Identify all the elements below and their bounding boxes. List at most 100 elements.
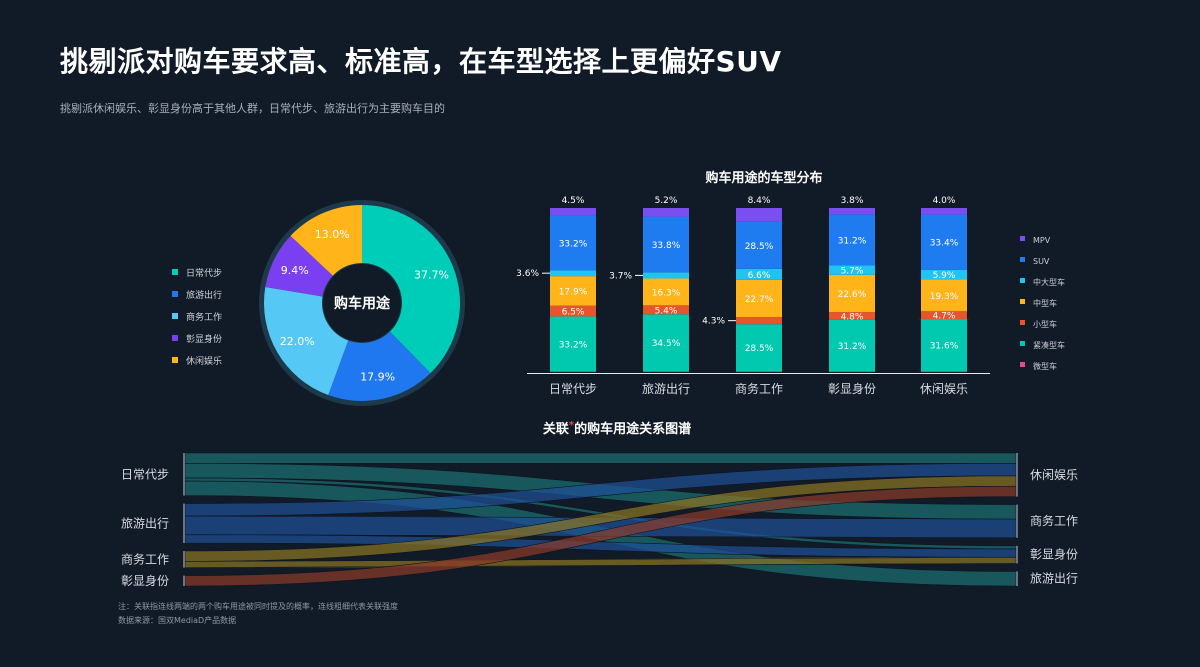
bar-value-label: 33.8% [652,241,681,251]
legend-label: 旅游出行 [186,289,222,301]
bar-value-label: 4.5% [562,196,585,206]
bar-value-label: 28.5% [745,344,774,354]
sankey-title: 关联*的购车用途关系图谱 [543,420,691,437]
page-title: 挑剔派对购车要求高、标准高，在车型选择上更偏好SUV [60,45,782,78]
bar-value-label: 22.7% [745,295,774,305]
sankey-node-left [183,575,185,586]
sankey-link [184,452,1017,464]
page-subtitle: 挑剔派休闲娱乐、彰显身份高于其他人群，日常代步、旅游出行为主要购车目的 [60,102,445,115]
legend-label: 中型车 [1033,298,1057,308]
legend-label: 中大型车 [1033,277,1065,287]
bar-value-label: 4.0% [933,196,956,206]
bar-segment [829,208,875,215]
bar-segment [736,317,782,325]
bar-segment [643,208,689,217]
bar-segment [829,265,875,275]
bar-segment [550,276,596,306]
sankey-node-right [1016,453,1018,497]
bar-segment [643,371,689,372]
bar-segment [736,279,782,318]
bar-value-label: 31.2% [838,236,867,246]
legend-swatch [1020,341,1025,346]
bar-value-label: 6.5% [562,308,585,318]
bar-segment [550,316,596,372]
bar-value-label: 5.7% [841,267,864,277]
sankey-left-label: 商务工作 [121,551,169,566]
x-tick-label: 日常代步 [549,382,597,396]
legend-swatch [1020,320,1025,325]
sankey-node-right [1016,545,1018,564]
bar-value-label: 8.4% [748,196,771,206]
slice-value-label: 17.9% [360,370,395,383]
bar-value-label: 6.6% [748,271,771,281]
footnotes: 注：关联指连线两端的两个购车用途被同时提及的概率，连线粗细代表关联强度 数据来源… [118,600,398,628]
x-tick-label: 彰显身份 [828,381,876,396]
footnote: 注：关联指连线两端的两个购车用途被同时提及的概率，连线粗细代表关联强度 [118,602,398,611]
bar-segment [550,371,596,372]
slice-value-label: 22.0% [280,335,315,348]
bar-value-label: 4.8% [841,312,864,322]
bar-value-label: 16.3% [652,288,681,298]
bar-segment [829,371,875,372]
legend-swatch [172,313,178,319]
donut-slice [328,331,431,401]
bar-value-label: 19.3% [930,292,959,302]
bar-segment [550,305,596,317]
bar-segment [829,319,875,372]
sankey-node-right [1016,571,1018,586]
bar-segment [643,305,689,315]
donut-slice [264,287,349,395]
bar-segment [736,208,782,222]
legend-label: 日常代步 [186,267,222,279]
legend-swatch [1020,299,1025,304]
data-source: 数据来源：国双MediaD产品数据 [118,616,237,625]
sankey-node-left [183,453,185,496]
bar-segment [736,221,782,269]
bar-segment [921,279,967,312]
legend-label: SUV [1033,257,1050,266]
bar-segment [829,312,875,320]
bar-segment [550,270,596,277]
bar-segment [643,216,689,273]
bar-segment [921,371,967,372]
x-tick-label: 休闲娱乐 [920,382,968,396]
bar-value-label: 31.6% [930,342,959,352]
bar-value-label: 3.8% [841,196,864,206]
bar-segment [921,208,967,215]
bar-segment [921,269,967,280]
sankey-node-left [183,503,185,544]
legend-swatch [172,335,178,341]
bar-value-label: 28.5% [745,242,774,252]
donut-hole [323,264,401,342]
bar-segment [736,268,782,280]
bar-segment [829,274,875,313]
legend-swatch [172,357,178,363]
legend-label: 小型车 [1033,319,1057,329]
bar-value-label: 34.5% [652,339,681,349]
bar-segment [736,371,782,372]
bar-segment [829,214,875,266]
legend-swatch [172,291,178,297]
sankey-right-label: 旅游出行 [1030,572,1078,586]
bar-segment [921,319,967,372]
bar-chart-title: 购车用途的车型分布 [705,170,822,186]
bar-segment [736,324,782,372]
donut-slice [265,235,333,297]
bar-value-label: 4.7% [933,312,956,322]
legend-swatch [1020,362,1025,367]
bar-value-label: 5.9% [933,271,956,281]
legend-label: MPV [1033,236,1051,245]
sankey-left-label: 旅游出行 [121,516,169,530]
slice-value-label: 9.4% [281,264,309,277]
legend-label: 休闲娱乐 [186,355,222,367]
stacked-bar-chart: 购车用途的车型分布 33.2% 6.5% 17.9% 3.6% 33.2% 4.5% 日常代步… [516,170,1065,396]
slice-value-label: 13.0% [315,228,350,241]
bar-value-label: 31.2% [838,342,867,352]
legend-swatch [1020,257,1025,262]
sankey-chart: 关联*的购车用途关系图谱日常代步旅游出行商务工作彰显身份休闲娱乐商务工作彰显身份… [121,420,1078,588]
donut-slice [290,205,362,276]
donut-chart: 37.7% 17.9% 22.0% 9.4% 13.0% 购车用途 日常代步旅游出行商务工作… [172,200,465,406]
donut-slice [362,205,460,374]
legend-label: 紧凑型车 [1033,340,1065,350]
